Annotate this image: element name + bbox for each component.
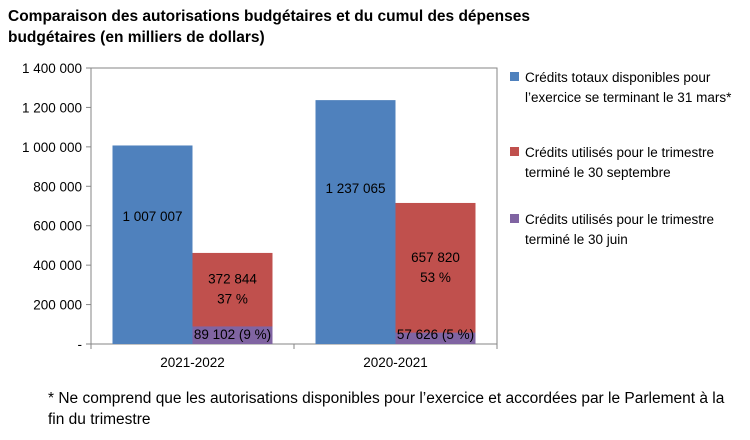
data-label: 1 237 065 [325,181,385,196]
bar-blue [315,100,396,345]
y-tick-label: 1 400 000 [22,61,82,76]
data-label: 89 102 (9 %) [194,327,271,342]
legend-swatch-red [510,147,519,156]
chart-title: Comparaison des autorisations budgétaire… [8,8,530,46]
data-label: 372 844 [208,272,257,287]
footnote: * Ne comprend que les autorisations disp… [48,390,725,428]
legend-swatch-purple [510,214,519,223]
y-tick-label: 200 000 [33,298,82,313]
data-label: 657 820 [411,250,460,265]
x-tick-label: 2021-2022 [160,355,225,370]
y-tick-label: 600 000 [33,219,82,234]
y-tick-label: 400 000 [33,258,82,273]
y-tick-label: 1 200 000 [22,100,82,115]
data-label: 57 626 (5 %) [397,327,474,342]
data-label: 1 007 007 [122,209,182,224]
bar-chart: - 200 000 400 000 600 000 800 000 1 000 000 1 … [22,61,498,370]
data-label: 53 % [420,270,451,285]
legend-label: Crédits utilisés pour le trimestre termi… [525,212,715,247]
legend-label: Crédits totaux disponibles pour l’exerci… [525,70,732,105]
bar-purple [192,326,273,344]
y-tick-label: 800 000 [33,179,82,194]
y-tick-label: 1 000 000 [22,140,82,155]
bar-blue [112,145,193,344]
legend-swatch-blue [510,72,519,81]
bar-purple [395,332,476,344]
y-tick-label: - [78,337,83,352]
bar-red [395,202,476,344]
data-label: 37 % [217,292,248,307]
legend-label: Crédits utilisés pour le trimestre termi… [525,145,715,180]
x-tick-label: 2020-2021 [363,355,428,370]
